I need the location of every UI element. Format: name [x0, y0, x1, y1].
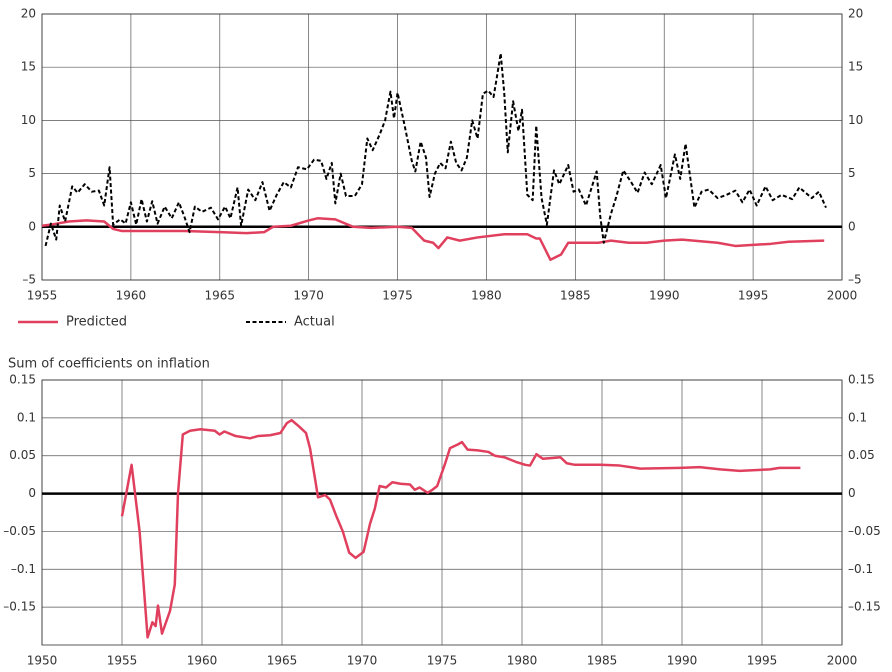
legend-label: Predicted: [66, 315, 127, 330]
y-tick-label-right: 0.05: [848, 448, 875, 462]
x-tick-label: 1960: [187, 654, 218, 668]
x-tick-label: 1990: [649, 289, 680, 303]
y-tick-label: 10: [21, 113, 36, 127]
x-tick-label: 2000: [827, 654, 858, 668]
series-line: [120, 418, 801, 639]
x-tick-label: 1980: [507, 654, 538, 668]
x-tick-label: 1970: [347, 654, 378, 668]
y-tick-label: 0.1: [17, 410, 36, 424]
x-tick-label: 1970: [293, 289, 324, 303]
x-tick-label: 1990: [667, 654, 698, 668]
series-line: [41, 217, 825, 262]
y-tick-label-right: 0.1: [848, 410, 867, 424]
y-tick-label: 0: [28, 486, 36, 500]
y-tick-label: –0.05: [3, 524, 36, 538]
y-tick-label: 0: [28, 219, 36, 233]
y-tick-label-right: –5: [848, 273, 862, 287]
x-tick-label: 2000: [827, 289, 858, 303]
x-tick-label: 1955: [107, 654, 138, 668]
x-tick-label: 1975: [382, 289, 413, 303]
x-tick-label: 1995: [747, 654, 778, 668]
y-tick-label-right: 15: [848, 60, 863, 74]
y-tick-label-right: 20: [848, 7, 863, 21]
x-tick-label: 1985: [587, 654, 618, 668]
x-tick-label: 1950: [27, 654, 58, 668]
x-tick-label: 1995: [738, 289, 769, 303]
y-tick-label-right: 0.15: [848, 373, 875, 387]
legend-label: Actual: [294, 315, 335, 330]
x-tick-label: 1955: [27, 289, 58, 303]
y-tick-label-right: 0: [848, 219, 856, 233]
y-tick-label: 20: [21, 7, 36, 21]
x-tick-label: 1980: [471, 289, 502, 303]
y-tick-label: –0.1: [11, 562, 36, 576]
y-tick-label-right: 5: [848, 166, 856, 180]
y-tick-label-right: –0.05: [848, 524, 881, 538]
y-tick-label-right: 10: [848, 113, 863, 127]
x-tick-label: 1975: [427, 654, 458, 668]
x-tick-label: 1985: [560, 289, 591, 303]
series-line: [44, 52, 827, 247]
y-tick-label: 5: [28, 166, 36, 180]
plot-border: [41, 13, 843, 281]
y-tick-label: 15: [21, 60, 36, 74]
y-tick-label: 0.05: [9, 448, 36, 462]
x-tick-label: 1960: [116, 289, 147, 303]
plot-border: [41, 379, 843, 646]
subtitle: Sum of coefficients on inflation: [8, 357, 210, 372]
y-tick-label-right: 0: [848, 486, 856, 500]
x-tick-label: 1965: [205, 289, 236, 303]
y-tick-label: –5: [22, 273, 36, 287]
x-tick-label: 1965: [267, 654, 298, 668]
y-tick-label: –0.15: [3, 600, 36, 614]
y-tick-label-right: –0.15: [848, 600, 881, 614]
y-tick-label-right: –0.1: [848, 562, 873, 576]
y-tick-label: 0.15: [9, 373, 36, 387]
